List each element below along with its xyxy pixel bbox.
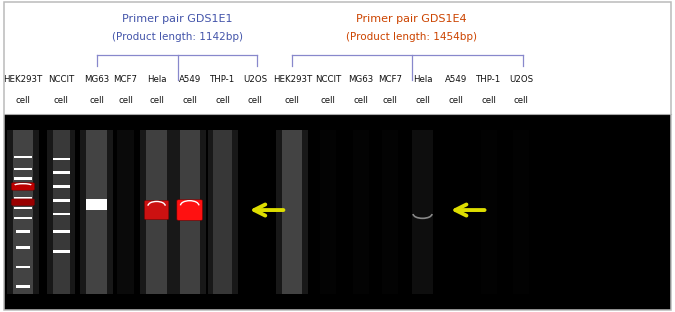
Text: cell: cell [514, 96, 529, 105]
Bar [140, 129, 173, 295]
Bar [14, 207, 32, 209]
Text: Hela: Hela [147, 75, 166, 84]
Text: MG63: MG63 [84, 75, 109, 84]
Text: Primer pair GDS1E4: Primer pair GDS1E4 [356, 14, 467, 24]
Text: cell: cell [248, 96, 263, 105]
Text: NCCIT: NCCIT [49, 75, 74, 84]
Bar [86, 199, 107, 210]
Text: cell: cell [182, 96, 197, 105]
Text: cell: cell [16, 96, 30, 105]
Bar [53, 250, 70, 253]
Text: A549: A549 [179, 75, 200, 84]
FancyBboxPatch shape [11, 183, 34, 190]
Bar [4, 114, 671, 310]
Bar [53, 199, 70, 202]
Text: MCF7: MCF7 [378, 75, 402, 84]
Bar [53, 158, 70, 160]
Text: A549: A549 [446, 75, 467, 84]
Bar [14, 156, 32, 158]
FancyBboxPatch shape [177, 200, 202, 220]
Bar [16, 230, 30, 233]
Text: cell: cell [118, 96, 133, 105]
Bar [282, 129, 302, 295]
Text: cell: cell [89, 96, 104, 105]
Bar [4, 2, 671, 114]
Bar [117, 129, 134, 295]
Text: cell: cell [285, 96, 300, 105]
Text: U2OS: U2OS [243, 75, 267, 84]
Text: cell: cell [215, 96, 230, 105]
Text: cell: cell [354, 96, 369, 105]
Text: cell: cell [481, 96, 496, 105]
Text: THP-1: THP-1 [476, 75, 502, 84]
Bar [53, 185, 70, 188]
Bar [7, 129, 39, 295]
Text: cell: cell [321, 96, 335, 105]
Text: cell: cell [54, 96, 69, 105]
Text: MG63: MG63 [348, 75, 374, 84]
Bar [276, 129, 308, 295]
Bar [80, 129, 113, 295]
FancyBboxPatch shape [11, 199, 34, 206]
Bar [13, 129, 33, 295]
Bar [16, 246, 30, 249]
Text: MCF7: MCF7 [113, 75, 138, 84]
Text: cell: cell [149, 96, 164, 105]
Bar [53, 129, 70, 295]
Bar [53, 230, 70, 233]
Bar [47, 129, 76, 295]
Bar [382, 129, 398, 295]
Bar [16, 285, 30, 288]
Bar [14, 187, 32, 190]
Bar [180, 129, 200, 295]
Bar [14, 178, 32, 180]
Text: NCCIT: NCCIT [315, 75, 341, 84]
Bar [53, 212, 70, 215]
Bar [412, 129, 433, 295]
Bar [481, 129, 497, 295]
Text: THP-1: THP-1 [210, 75, 236, 84]
Bar [513, 129, 529, 295]
Text: HEK293T: HEK293T [3, 75, 43, 84]
Text: U2OS: U2OS [509, 75, 533, 84]
Bar [14, 168, 32, 170]
FancyBboxPatch shape [144, 201, 169, 220]
Bar [213, 129, 232, 295]
Bar [16, 266, 30, 268]
Text: Primer pair GDS1E1: Primer pair GDS1E1 [122, 14, 233, 24]
Bar [173, 129, 206, 295]
Bar [353, 129, 369, 295]
Text: cell: cell [449, 96, 464, 105]
Text: (Product length: 1142bp): (Product length: 1142bp) [112, 32, 243, 42]
Text: cell: cell [383, 96, 398, 105]
Text: cell: cell [415, 96, 430, 105]
Bar [14, 217, 32, 219]
Bar [208, 129, 238, 295]
Bar [86, 129, 107, 295]
Bar [53, 171, 70, 174]
Text: HEK293T: HEK293T [273, 75, 312, 84]
Bar [14, 197, 32, 199]
Text: Hela: Hela [413, 75, 432, 84]
Bar [146, 129, 167, 295]
Bar [320, 129, 336, 295]
Text: (Product length: 1454bp): (Product length: 1454bp) [346, 32, 477, 42]
